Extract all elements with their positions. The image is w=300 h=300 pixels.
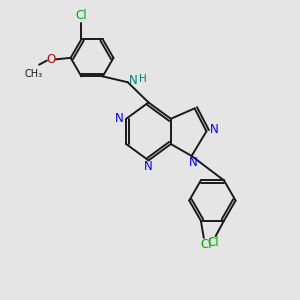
Text: Cl: Cl [76, 9, 87, 22]
Text: N: N [129, 74, 137, 87]
Text: O: O [46, 53, 56, 66]
Text: N: N [115, 112, 124, 125]
Text: N: N [143, 160, 152, 173]
Text: Cl: Cl [200, 238, 212, 251]
Text: N: N [209, 123, 218, 136]
Text: Cl: Cl [208, 236, 219, 249]
Text: N: N [189, 156, 197, 169]
Text: CH₃: CH₃ [25, 69, 43, 79]
Text: H: H [139, 74, 146, 84]
